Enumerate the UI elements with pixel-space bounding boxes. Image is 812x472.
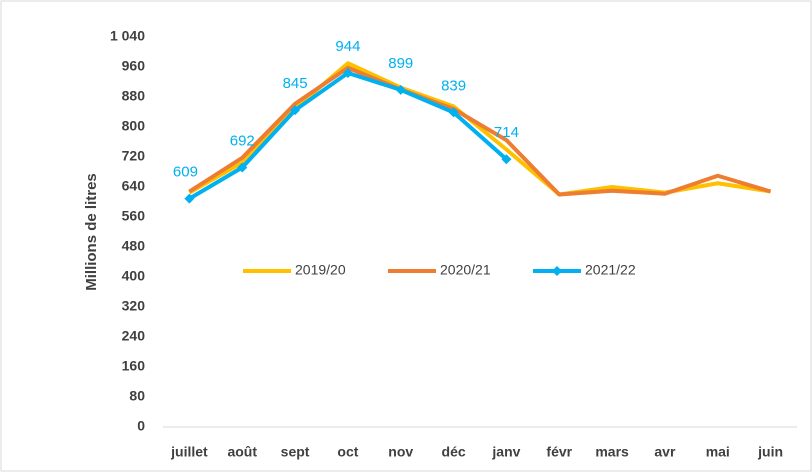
data-label: 899: [388, 55, 413, 72]
y-tick-label: 160: [122, 358, 146, 374]
data-label: 845: [283, 75, 308, 92]
x-tick-label: janv: [491, 444, 520, 460]
x-tick-label: juillet: [170, 444, 208, 460]
marker: [501, 154, 512, 165]
y-tick-label: 240: [122, 328, 146, 344]
legend-label: 2020/21: [440, 262, 491, 278]
data-label: 609: [173, 164, 198, 181]
x-tick-label: oct: [337, 444, 358, 460]
x-tick-label: déc: [442, 444, 466, 460]
y-tick-label: 800: [122, 118, 146, 134]
y-tick-label: 960: [122, 58, 146, 74]
y-tick-label: 400: [122, 268, 146, 284]
x-tick-label: févr: [546, 444, 572, 460]
marker: [342, 68, 353, 78]
y-tick-label: 480: [122, 238, 146, 254]
x-tick-label: août: [227, 444, 257, 460]
data-label: 714: [494, 124, 519, 141]
y-tick-label: 560: [122, 208, 146, 224]
x-tick-label: mai: [706, 444, 730, 460]
data-label: 839: [441, 77, 466, 94]
y-tick-label: 320: [122, 298, 146, 314]
marker: [184, 193, 195, 204]
marker: [290, 105, 301, 116]
x-tick-label: avr: [654, 444, 676, 460]
y-tick-label: 880: [122, 88, 146, 104]
y-tick-label: 0: [137, 418, 145, 434]
x-tick-label: nov: [388, 444, 413, 460]
legend-marker: [552, 266, 562, 276]
x-tick-label: sept: [281, 444, 310, 460]
x-tick-label: mars: [595, 444, 629, 460]
marker: [237, 162, 248, 173]
y-axis-label: Millions de litres: [83, 173, 100, 291]
legend-label: 2019/20: [295, 262, 346, 278]
y-tick-label: 1 040: [110, 28, 145, 44]
data-label: 692: [230, 132, 255, 149]
x-tick-label: juin: [757, 444, 783, 460]
y-tick-label: 640: [122, 178, 146, 194]
legend-label: 2021/22: [585, 262, 636, 278]
series-line: [188, 65, 772, 197]
y-tick-label: 720: [122, 148, 146, 164]
data-label: 944: [335, 38, 360, 55]
marker: [448, 107, 459, 118]
y-tick-label: 80: [129, 388, 145, 404]
marker: [395, 84, 406, 95]
